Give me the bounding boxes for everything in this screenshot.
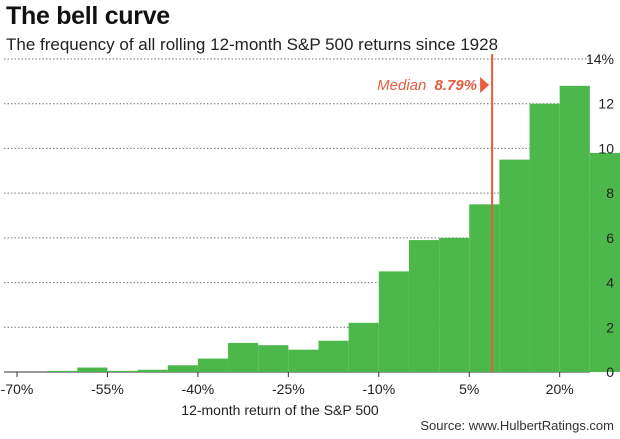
histogram-bar — [197, 358, 229, 372]
histogram-bar — [529, 103, 560, 372]
median-label: Median 8.79% — [377, 77, 477, 94]
y-tick-label: 6 — [606, 230, 614, 246]
x-tick-label: -55% — [91, 381, 124, 397]
median-label-prefix: Median — [377, 77, 426, 94]
histogram-bar — [137, 369, 168, 372]
x-axis-ticks: -70%-55%-40%-25%-10%5%20%35%50%65%80%95% — [1, 372, 574, 397]
median-label-value: 8.79% — [435, 77, 478, 94]
y-tick-label: 2 — [606, 319, 614, 335]
histogram-bar — [167, 365, 198, 372]
histogram-bar — [408, 240, 440, 372]
histogram-bar — [47, 370, 78, 372]
histogram-bar — [107, 370, 138, 372]
histogram-bar — [559, 85, 590, 372]
y-tick-label: 4 — [606, 275, 614, 291]
x-tick-label: 5% — [459, 381, 479, 397]
histogram-bar — [77, 367, 108, 372]
histogram-bar — [288, 349, 319, 372]
source-credit: Source: www.HulbertRatings.com — [420, 418, 614, 433]
x-tick-label: -40% — [182, 381, 215, 397]
median-arrow-icon — [480, 77, 490, 93]
histogram-bar — [439, 237, 470, 372]
y-axis-ticks: 0 2 4 6 8 10 12 14% — [586, 51, 614, 380]
histogram-bar — [589, 152, 620, 372]
y-tick-label: 0 — [606, 364, 614, 380]
y-tick-label: 12 — [598, 96, 614, 112]
histogram-bar — [228, 342, 259, 372]
x-tick-label: -70% — [1, 381, 34, 397]
histogram-bars — [47, 85, 620, 372]
y-tick-label: 10 — [598, 140, 614, 156]
histogram-bar — [378, 271, 409, 372]
histogram-bar — [469, 204, 500, 372]
y-tick-label: 14% — [586, 51, 614, 67]
median-marker: Median 8.79% — [377, 54, 494, 372]
y-tick-label: 8 — [606, 185, 614, 201]
x-axis-label: 12-month return of the S&P 500 — [181, 402, 379, 418]
chart-subtitle: The frequency of all rolling 12-month S&… — [6, 35, 499, 54]
x-tick-label: -25% — [272, 381, 305, 397]
histogram-bar — [348, 322, 379, 372]
histogram-bar — [258, 345, 289, 372]
histogram-bar — [318, 340, 349, 372]
x-tick-label: 20% — [546, 381, 574, 397]
chart-title: The bell curve — [6, 2, 170, 30]
histogram-bar — [499, 159, 530, 372]
x-tick-label: -10% — [362, 381, 395, 397]
